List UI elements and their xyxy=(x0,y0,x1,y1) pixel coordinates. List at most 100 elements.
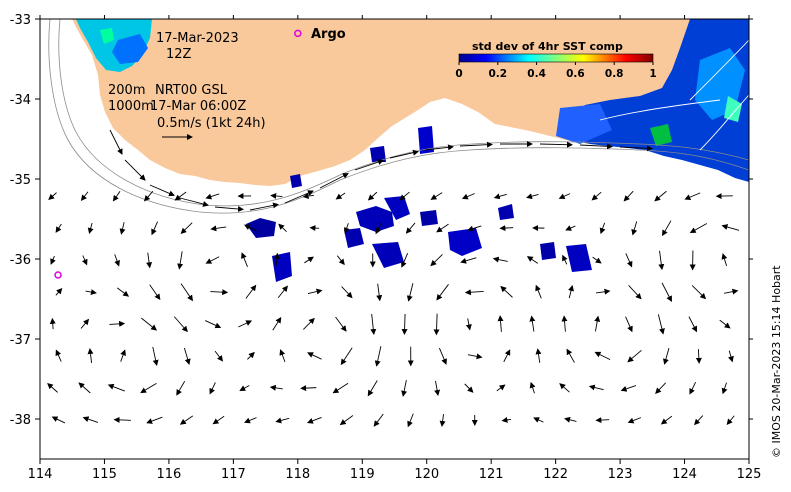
current-arrow xyxy=(430,192,443,200)
current-arrow xyxy=(212,415,225,425)
current-arrow xyxy=(177,251,184,270)
current-arrow xyxy=(562,254,568,265)
current-arrow xyxy=(114,254,120,267)
current-arrow xyxy=(210,225,227,232)
current-arrow xyxy=(661,282,672,303)
current-arrow xyxy=(214,205,244,212)
current-arrow xyxy=(436,223,449,233)
x-tick-label: 117 xyxy=(221,467,246,482)
current-arrow xyxy=(112,191,121,202)
x-tick-label: 125 xyxy=(737,467,762,482)
ssh-contours xyxy=(599,39,749,151)
current-arrow xyxy=(595,288,611,295)
current-arrow xyxy=(48,192,57,201)
current-arrow xyxy=(535,348,542,363)
current-arrow xyxy=(81,255,88,266)
current-arrow xyxy=(434,380,441,396)
sst-stddev-patches xyxy=(76,19,749,282)
current-arrow xyxy=(439,413,446,427)
current-arrow xyxy=(205,193,220,200)
current-arrow xyxy=(407,413,414,428)
x-tick-label: 122 xyxy=(543,467,568,482)
current-arrow xyxy=(304,256,314,264)
current-arrow xyxy=(405,222,416,234)
current-arrow xyxy=(176,380,186,396)
current-arrow xyxy=(695,349,702,364)
current-arrow xyxy=(561,315,568,332)
y-tick-label: -36 xyxy=(10,253,31,268)
current-arrow xyxy=(47,382,58,393)
current-arrow xyxy=(620,385,637,392)
current-arrow xyxy=(496,384,506,392)
current-arrow xyxy=(152,346,159,367)
current-arrow xyxy=(180,222,193,235)
current-arrow xyxy=(631,221,638,236)
current-arrow xyxy=(723,288,739,295)
date-label: 17-Mar-2023 xyxy=(156,31,239,46)
current-arrow xyxy=(273,252,280,267)
current-arrow xyxy=(241,252,248,267)
current-arrow xyxy=(307,288,323,295)
current-arrow xyxy=(205,320,222,329)
legend-tick-label: 1 xyxy=(649,68,656,80)
current-arrow xyxy=(179,415,194,425)
current-arrow xyxy=(719,319,731,329)
current-arrow xyxy=(559,383,570,393)
current-arrow xyxy=(120,349,126,362)
current-arrow xyxy=(335,316,347,332)
current-arrow xyxy=(179,197,209,207)
current-arrow xyxy=(401,253,409,268)
current-arrow xyxy=(501,416,512,423)
current-arrow xyxy=(628,285,642,300)
y-axis: -33 -34 -35 -36 -37 -38 xyxy=(10,13,753,428)
current-arrow xyxy=(655,382,667,394)
current-arrow xyxy=(373,413,384,427)
current-arrow xyxy=(492,256,508,263)
current-arrow xyxy=(460,257,477,264)
current-arrow xyxy=(433,313,440,336)
bathymetry-contours xyxy=(48,19,749,214)
argo-float-marker xyxy=(54,271,62,279)
current-arrow xyxy=(401,313,408,336)
current-arrow xyxy=(336,255,345,266)
current-arrow xyxy=(684,192,701,200)
current-arrow xyxy=(319,173,349,189)
argo-float-marker xyxy=(294,29,302,38)
current-arrow xyxy=(55,287,63,296)
current-arrow xyxy=(144,190,154,202)
current-arrow xyxy=(269,384,283,391)
current-arrow xyxy=(85,289,97,296)
legend-tick-label: 0 xyxy=(455,68,462,80)
current-arrow xyxy=(367,380,378,397)
x-tick-label: 120 xyxy=(414,467,439,482)
current-arrow xyxy=(78,382,91,394)
current-arrow xyxy=(467,225,482,232)
current-arrow xyxy=(300,385,317,392)
current-arrow xyxy=(721,382,728,395)
current-arrow xyxy=(284,190,314,204)
current-arrow xyxy=(50,255,56,265)
current-arrow xyxy=(579,143,613,150)
current-arrow xyxy=(277,285,288,299)
current-arrow xyxy=(689,382,696,395)
current-arrow xyxy=(436,284,449,301)
current-arrow xyxy=(124,159,146,181)
current-arrow xyxy=(370,313,377,335)
current-arrow xyxy=(205,256,220,264)
current-arrow xyxy=(619,145,653,152)
current-arrow xyxy=(376,283,383,302)
current-arrow xyxy=(499,225,514,232)
current-arrow xyxy=(588,384,604,391)
current-arrow xyxy=(109,320,126,327)
current-arrow xyxy=(564,416,577,423)
scale-label: 0.5m/s (1kt 24h) xyxy=(157,116,266,131)
current-arrow xyxy=(691,285,707,300)
current-arrow xyxy=(430,254,443,267)
current-arrow xyxy=(591,191,602,201)
current-arrow xyxy=(55,349,62,362)
current-arrow xyxy=(401,380,408,397)
current-arrow xyxy=(51,416,66,424)
current-arrow xyxy=(109,129,123,155)
current-arrow xyxy=(660,415,673,425)
